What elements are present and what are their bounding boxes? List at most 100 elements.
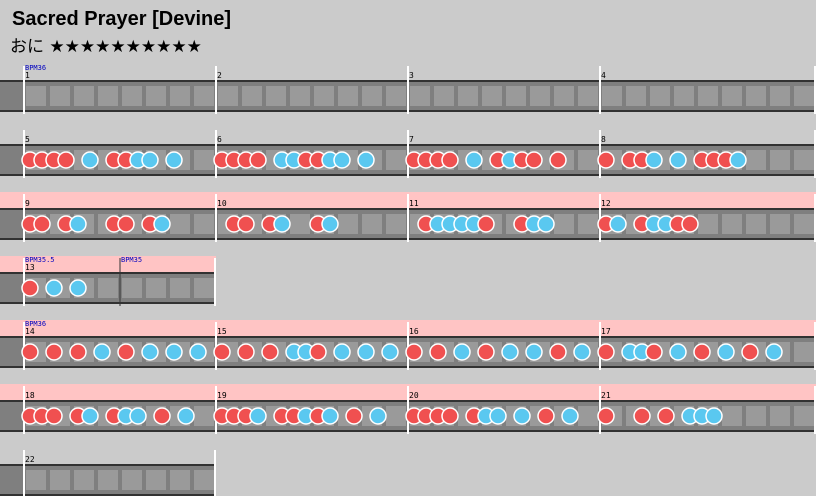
bpm-marker: BPM35.5	[25, 256, 55, 264]
beat-cell	[50, 86, 70, 106]
don-note	[405, 343, 423, 361]
bpm-marker: BPM35	[121, 256, 142, 264]
don-note	[261, 343, 279, 361]
don-note	[597, 407, 615, 425]
beat-cell	[698, 214, 718, 234]
don-note	[249, 151, 267, 169]
beat-cell	[434, 86, 454, 106]
beat-cell	[146, 86, 166, 106]
don-note	[45, 343, 63, 361]
ka-note	[177, 407, 195, 425]
beat-cell	[170, 214, 190, 234]
ka-note	[165, 151, 183, 169]
don-note	[117, 343, 135, 361]
measure-number: 19	[217, 391, 227, 400]
beat-cell	[98, 470, 118, 490]
bpm-marker: BPM36	[25, 320, 46, 328]
beat-cell	[578, 406, 598, 426]
measure-number: 21	[601, 391, 611, 400]
beat-cell	[746, 406, 766, 426]
beat-cell	[194, 278, 214, 298]
measure-number: 15	[217, 327, 227, 336]
beat-cell	[50, 470, 70, 490]
ka-note	[453, 343, 471, 361]
ka-note	[273, 215, 291, 233]
don-note	[57, 151, 75, 169]
don-note	[237, 343, 255, 361]
ka-note	[381, 343, 399, 361]
ka-note	[249, 407, 267, 425]
ka-note	[537, 215, 555, 233]
beat-cell	[386, 86, 406, 106]
measure-number: 17	[601, 327, 611, 336]
ka-note	[609, 215, 627, 233]
star-rating: ★★★★★★★★★★	[49, 37, 202, 57]
don-note	[645, 343, 663, 361]
don-note	[345, 407, 363, 425]
ka-note	[165, 343, 183, 361]
ka-note	[357, 151, 375, 169]
ka-note	[573, 343, 591, 361]
measure-number: 10	[217, 199, 227, 208]
measure-number: 8	[601, 135, 606, 144]
don-note	[21, 343, 39, 361]
don-note	[741, 343, 759, 361]
ka-note	[489, 407, 507, 425]
bpm-marker: BPM36	[25, 64, 46, 72]
measure-number: 2	[217, 71, 222, 80]
don-note	[549, 343, 567, 361]
difficulty-label: おに	[10, 37, 44, 57]
beat-cell	[290, 86, 310, 106]
ka-note	[369, 407, 387, 425]
beat-cell	[554, 214, 574, 234]
beat-cell	[170, 86, 190, 106]
beat-cell	[554, 86, 574, 106]
beat-cell	[746, 86, 766, 106]
ka-note	[321, 215, 339, 233]
don-note	[33, 215, 51, 233]
measure-number: 5	[25, 135, 30, 144]
beat-cell	[146, 278, 166, 298]
don-note	[309, 343, 327, 361]
ka-note	[669, 151, 687, 169]
ka-note	[645, 151, 663, 169]
difficulty-row: おに ★★★★★★★★★★	[10, 36, 202, 58]
beat-cell	[458, 86, 478, 106]
beat-cell	[122, 470, 142, 490]
song-title: Sacred Prayer [Devine]	[12, 8, 232, 30]
beat-cell	[482, 86, 502, 106]
beat-cell	[170, 470, 190, 490]
beat-cell	[410, 86, 430, 106]
beat-cell	[122, 86, 142, 106]
ka-note	[129, 407, 147, 425]
ka-note	[513, 407, 531, 425]
beat-cell	[794, 214, 814, 234]
ka-note	[525, 343, 543, 361]
ka-note	[357, 343, 375, 361]
measure-number: 1	[25, 71, 30, 80]
ka-note	[717, 343, 735, 361]
beat-cell	[386, 150, 406, 170]
beat-cell	[698, 86, 718, 106]
beat-cell	[314, 86, 334, 106]
measure-number: 6	[217, 135, 222, 144]
ka-note	[69, 215, 87, 233]
beat-cell	[578, 214, 598, 234]
gogo-band	[0, 256, 216, 272]
beat-cell	[170, 278, 190, 298]
beat-cell	[146, 470, 166, 490]
beat-cell	[98, 278, 118, 298]
ka-note	[141, 343, 159, 361]
don-note	[537, 407, 555, 425]
beat-cell	[122, 278, 142, 298]
beat-cell	[602, 86, 622, 106]
beat-cell	[674, 86, 694, 106]
beat-cell	[722, 86, 742, 106]
beat-cell	[578, 150, 598, 170]
beat-cell	[26, 470, 46, 490]
beat-cell	[98, 86, 118, 106]
beat-cell	[770, 86, 790, 106]
ka-note	[465, 151, 483, 169]
don-note	[549, 151, 567, 169]
